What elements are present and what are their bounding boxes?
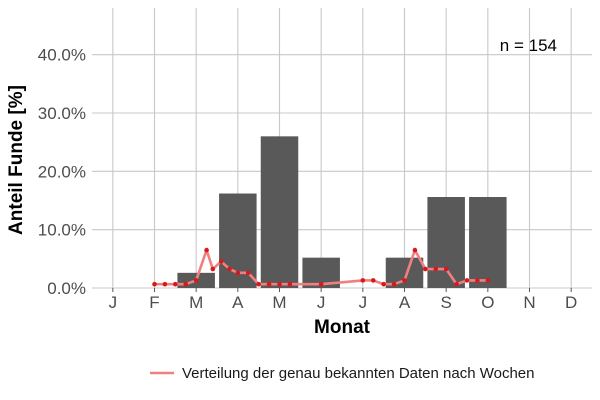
x-tick-label-9: O [481,293,494,312]
y-tick-label-1: 10.0% [38,221,86,240]
weekly-point-19 [391,281,397,287]
y-tick-label-4: 40.0% [38,46,86,65]
weekly-point-10 [245,270,251,276]
weekly-point-22 [423,266,428,272]
x-tick-label-6: J [359,293,368,312]
annotation-n: n = 154 [500,36,557,55]
x-tick-label-2: M [189,293,203,312]
bar-9 [469,197,507,288]
weekly-point-6 [210,266,216,272]
weekly-point-18 [381,281,386,287]
weekly-point-0 [152,281,157,287]
y-axis-title: Anteil Funde [%] [6,85,27,235]
weekly-point-5 [204,247,209,253]
weekly-point-13 [277,281,282,287]
weekly-point-26 [464,278,470,283]
weekly-point-17 [370,278,376,283]
weekly-point-25 [454,281,459,287]
x-tick-label-7: A [399,293,411,312]
x-axis-title: Monat [314,317,371,338]
x-tick-label-10: N [523,293,535,312]
y-tick-label-3: 30.0% [38,104,86,123]
x-tick-label-0: J [109,293,118,312]
weekly-point-23 [433,266,439,272]
legend: Verteilung der genau bekannten Daten nac… [150,365,535,382]
weekly-point-12 [266,281,272,287]
weekly-point-14 [287,281,293,287]
y-tick-label-2: 20.0% [38,162,86,181]
weekly-point-11 [256,281,261,287]
weekly-point-27 [475,278,480,283]
x-tick-label-4: M [272,293,286,312]
y-tick-label-0: 0.0% [47,279,86,298]
weekly-point-9 [235,270,241,276]
bars [177,136,507,288]
bar-4 [260,136,299,288]
weekly-point-28 [485,278,491,283]
x-tick-label-5: J [317,293,326,312]
weekly-point-3 [183,281,189,287]
weekly-point-2 [173,281,178,287]
weekly-point-1 [162,281,168,287]
weekly-point-4 [193,278,199,283]
weekly-point-16 [360,278,366,283]
weekly-point-21 [412,247,418,253]
x-tick-label-8: S [440,293,451,312]
weekly-point-20 [402,278,407,283]
weekly-point-24 [443,266,449,272]
bar-8 [427,197,465,288]
weekly-points [152,247,491,287]
legend-label: Verteilung der genau bekannten Daten nac… [182,365,535,382]
weekly-point-15 [318,281,324,287]
weekly-point-7 [218,259,224,264]
x-tick-label-11: D [565,293,577,312]
weekly-point-8 [227,266,232,272]
x-tick-label-3: A [232,293,244,312]
y-tick-labels: 0.0% 10.0% 20.0% 30.0% 40.0% [38,46,86,298]
x-tick-label-1: F [149,293,159,312]
